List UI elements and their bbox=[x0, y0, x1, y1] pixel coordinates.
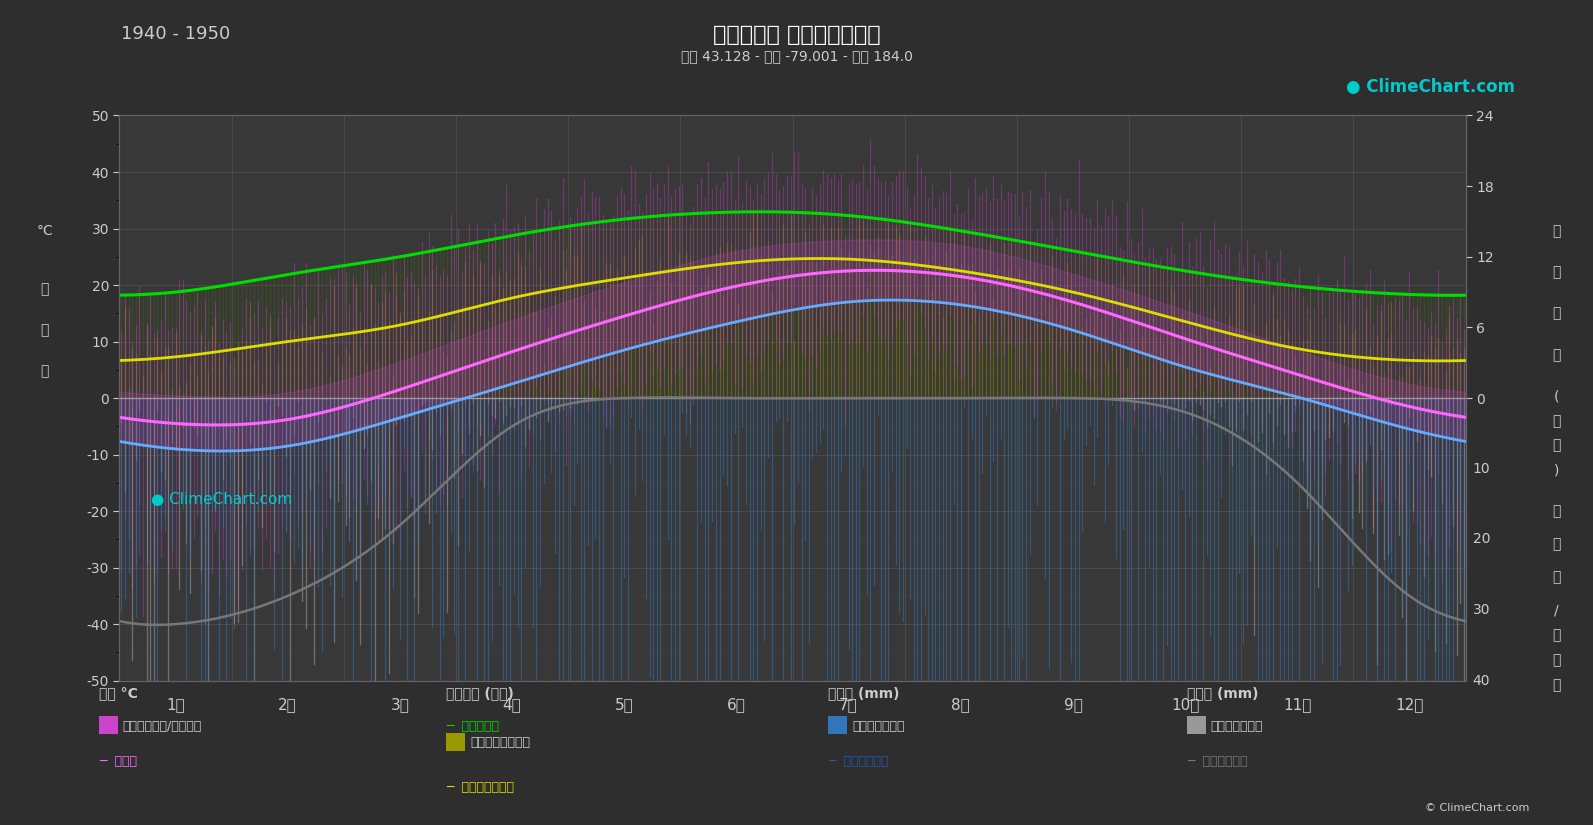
Text: 8月: 8月 bbox=[951, 698, 970, 713]
Text: 時: 時 bbox=[1552, 414, 1561, 427]
Text: 11月: 11月 bbox=[1282, 698, 1311, 713]
Text: 降: 降 bbox=[1552, 505, 1561, 518]
Text: 気温 °C: 気温 °C bbox=[99, 686, 137, 700]
Text: 30: 30 bbox=[1472, 603, 1489, 617]
Text: ─  月平均日照時間: ─ 月平均日照時間 bbox=[446, 781, 515, 794]
Text: 時: 時 bbox=[1552, 307, 1561, 320]
Text: ─  月平均降雪量: ─ 月平均降雪量 bbox=[1187, 755, 1247, 768]
Text: 高: 高 bbox=[1552, 653, 1561, 667]
Text: 1940 - 1950: 1940 - 1950 bbox=[121, 25, 231, 43]
Text: /: / bbox=[1555, 604, 1558, 617]
Text: 12月: 12月 bbox=[1395, 698, 1424, 713]
Text: 降雪量 (mm): 降雪量 (mm) bbox=[1187, 686, 1258, 700]
Text: ): ) bbox=[1553, 464, 1560, 477]
Text: 9月: 9月 bbox=[1064, 698, 1082, 713]
Text: 3月: 3月 bbox=[390, 698, 409, 713]
Text: 5月: 5月 bbox=[615, 698, 634, 713]
Text: 緯度 43.128 - 経度 -79.001 - 標高 184.0: 緯度 43.128 - 経度 -79.001 - 標高 184.0 bbox=[680, 50, 913, 64]
Text: 雪: 雪 bbox=[1552, 538, 1561, 551]
Text: 日ごとの最小/最大範囲: 日ごとの最小/最大範囲 bbox=[123, 719, 202, 733]
Text: 1月: 1月 bbox=[166, 698, 185, 713]
Text: 間: 間 bbox=[1552, 348, 1561, 361]
Text: 10月: 10月 bbox=[1171, 698, 1200, 713]
Text: 日ごとの日照時間: 日ごとの日照時間 bbox=[470, 736, 530, 749]
Text: 日照時間 (時間): 日照時間 (時間) bbox=[446, 686, 515, 700]
Text: 7月: 7月 bbox=[840, 698, 859, 713]
Text: 量: 量 bbox=[1552, 678, 1561, 691]
Text: 日ごとの降雨量: 日ごとの降雨量 bbox=[852, 719, 905, 733]
Text: 量: 量 bbox=[1552, 571, 1561, 584]
Text: ─  日中の時間: ─ 日中の時間 bbox=[446, 719, 499, 733]
Text: の気候変動 ナイアガラの滝: の気候変動 ナイアガラの滝 bbox=[712, 25, 881, 45]
Text: 4月: 4月 bbox=[503, 698, 521, 713]
Text: 降雨量 (mm): 降雨量 (mm) bbox=[828, 686, 900, 700]
Text: 日ごとの降雪量: 日ごとの降雪量 bbox=[1211, 719, 1263, 733]
Text: 照: 照 bbox=[1552, 266, 1561, 279]
Text: ─  月平均降雨量: ─ 月平均降雨量 bbox=[828, 755, 889, 768]
Text: ─  月平均: ─ 月平均 bbox=[99, 755, 137, 768]
Text: 2月: 2月 bbox=[279, 698, 298, 713]
Text: 度: 度 bbox=[40, 323, 49, 337]
Text: 間: 間 bbox=[1552, 439, 1561, 452]
Text: 40: 40 bbox=[1472, 674, 1489, 687]
Text: 版: 版 bbox=[40, 365, 49, 378]
Text: 最: 最 bbox=[1552, 629, 1561, 642]
Text: (: ( bbox=[1553, 389, 1560, 403]
Text: 温: 温 bbox=[40, 282, 49, 295]
Text: ● ClimeChart.com: ● ClimeChart.com bbox=[151, 492, 293, 507]
Text: 日: 日 bbox=[1552, 224, 1561, 238]
Text: 10: 10 bbox=[1472, 462, 1489, 476]
Text: © ClimeChart.com: © ClimeChart.com bbox=[1424, 803, 1529, 813]
Text: °C: °C bbox=[37, 224, 53, 238]
Text: 6月: 6月 bbox=[726, 698, 746, 713]
Text: ● ClimeChart.com: ● ClimeChart.com bbox=[1346, 78, 1515, 96]
Text: 20: 20 bbox=[1472, 532, 1489, 546]
